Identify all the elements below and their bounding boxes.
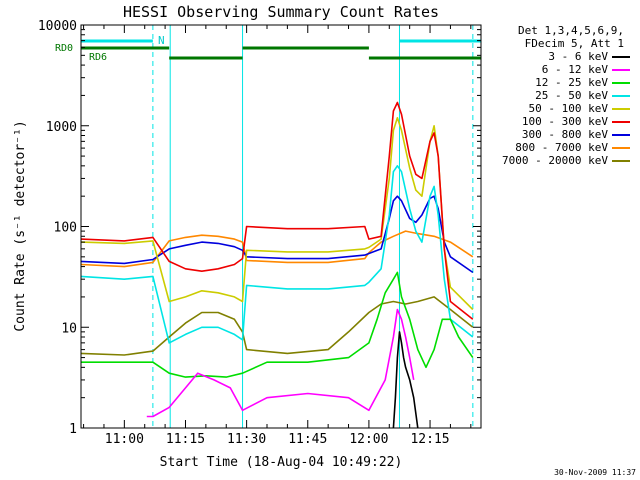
- legend-entry: 7000 - 20000 keV: [486, 154, 638, 167]
- legend-entry-swatch: [612, 160, 630, 162]
- legend-entry: 3 - 6 keV: [486, 50, 638, 63]
- series-800to7000keV-line: [81, 230, 474, 268]
- legend-entry-label: 50 - 100 keV: [528, 102, 608, 115]
- y-axis-label: Count Rate (s⁻¹ detector⁻¹): [13, 120, 28, 331]
- x-tick-label: 12:15: [410, 432, 449, 447]
- series-12to25keV-line: [81, 271, 474, 378]
- legend-entry: 25 - 50 keV: [486, 89, 638, 102]
- x-tick-label: 11:15: [166, 432, 205, 447]
- legend-entry-swatch: [612, 95, 630, 97]
- legend-entry-swatch: [612, 56, 630, 58]
- legend-entry-swatch: [612, 121, 630, 123]
- status-bars: [81, 39, 481, 60]
- rd6-label: RD6: [89, 52, 107, 63]
- x-axis-label: Start Time (18-Aug-04 10:49:22): [160, 455, 403, 470]
- legend-entry-swatch: [612, 147, 630, 149]
- legend-entry-swatch: [612, 69, 630, 71]
- series-25to50keV-line: [81, 165, 474, 344]
- legend-entry-label: 7000 - 20000 keV: [502, 154, 608, 167]
- series-6to12keV-line: [146, 308, 415, 418]
- series-3to6keV-line: [392, 331, 419, 428]
- legend-entry: 300 - 800 keV: [486, 128, 638, 141]
- chart-title: HESSI Observing Summary Count Rates: [123, 3, 439, 21]
- x-axis: 11:00 11:15 11:30 11:45 12:00 12:15: [83, 25, 472, 447]
- legend-entry-swatch: [612, 82, 630, 84]
- x-tick-label: 12:00: [349, 432, 388, 447]
- legend-entry-label: 3 - 6 keV: [548, 50, 608, 63]
- legend-entry-label: 25 - 50 keV: [535, 89, 608, 102]
- series-300to800keV-line: [81, 195, 474, 274]
- n-marker-label: N: [158, 34, 165, 47]
- legend-entry: 50 - 100 keV: [486, 102, 638, 115]
- legend-entries: 3 - 6 keV 6 - 12 keV 12 - 25 keV 25 - 50 ke…: [486, 50, 638, 167]
- footer-timestamp: 30-Nov-2009 11:37: [554, 468, 636, 477]
- legend-entry: 6 - 12 keV: [486, 63, 638, 76]
- y-tick-label: 1000: [46, 120, 77, 135]
- legend-entry-swatch: [612, 108, 630, 110]
- y-tick-label: 10: [61, 321, 77, 336]
- series-7000to20000keV-line: [81, 296, 474, 356]
- plot-frame: [80, 24, 482, 429]
- x-tick-label: 11:00: [105, 432, 144, 447]
- series-50to100keV-line: [81, 117, 474, 311]
- legend-entry-label: 800 - 7000 keV: [515, 141, 608, 154]
- legend-entry: 100 - 300 keV: [486, 115, 638, 128]
- rd0-label: RD0: [55, 43, 73, 54]
- legend: Det 1,3,4,5,6,9, FDecim 5, Att 1 3 - 6 k…: [486, 24, 638, 167]
- legend-entry-label: 12 - 25 keV: [535, 76, 608, 89]
- series-group: [81, 101, 474, 428]
- y-tick-label: 100: [54, 221, 77, 236]
- legend-entry: 800 - 7000 keV: [486, 141, 638, 154]
- legend-header-line-2: FDecim 5, Att 1: [524, 37, 624, 50]
- legend-entry-label: 6 - 12 keV: [541, 63, 608, 76]
- legend-header-line-1: Det 1,3,4,5,6,9,: [518, 24, 624, 37]
- legend-entry-label: 300 - 800 keV: [521, 128, 608, 141]
- y-tick-label: 10000: [38, 19, 77, 34]
- x-tick-label: 11:30: [227, 432, 266, 447]
- legend-entry-swatch: [612, 134, 630, 136]
- legend-entry-label: 100 - 300 keV: [521, 115, 608, 128]
- series-100to300keV-line: [81, 101, 474, 320]
- y-axis: 1 10 100 1000 10000: [38, 19, 481, 437]
- x-tick-label: 11:45: [288, 432, 327, 447]
- y-tick-label: 1: [69, 422, 77, 437]
- legend-entry: 12 - 25 keV: [486, 76, 638, 89]
